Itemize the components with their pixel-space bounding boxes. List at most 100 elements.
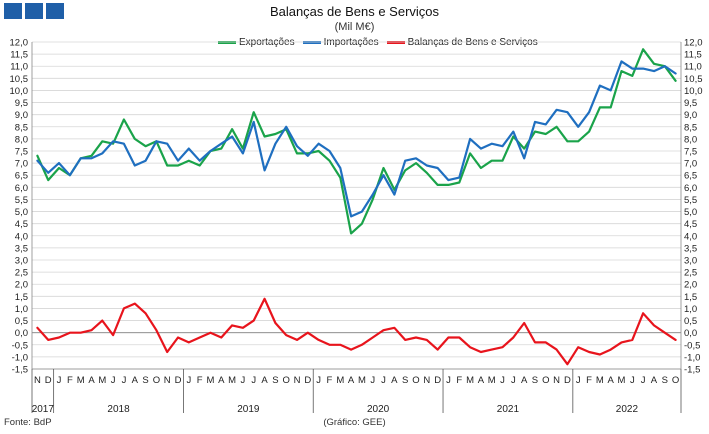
gee-logo [4, 3, 64, 19]
chart-subtitle: (Mil M€) [334, 21, 375, 33]
x-tick-label-month: N [294, 375, 301, 386]
y-tick-label-left: 10,0 [10, 86, 29, 97]
y-tick-label-right: 9,5 [684, 98, 697, 109]
credit-note: (Gráfico: GEE) [323, 417, 386, 428]
y-tick-label-left: 4,5 [15, 219, 28, 230]
y-tick-label-left: -0,5 [12, 340, 28, 351]
legend-item-balanca: Balanças de Bens e Serviços [386, 37, 538, 48]
x-tick-label-month: F [586, 375, 592, 386]
legend-label: Exportações [239, 37, 295, 48]
x-tick-label-month: A [608, 375, 615, 386]
x-tick-label-month: D [175, 375, 182, 386]
y-tick-label-right: 8,0 [684, 134, 697, 145]
x-tick-label-month: F [456, 375, 462, 386]
y-tick-label-right: 10,0 [684, 86, 703, 97]
y-tick-label-left: 7,5 [15, 147, 28, 158]
x-tick-label-month: D [564, 375, 571, 386]
y-tick-label-right: 12,0 [684, 38, 703, 49]
y-tick-label-right: 3,0 [684, 256, 697, 267]
y-tick-label-right: 11,0 [684, 62, 702, 73]
x-tick-label-year: 2017 [32, 404, 55, 415]
x-tick-label-month: A [651, 375, 658, 386]
y-tick-label-right: 2,5 [684, 268, 697, 279]
x-tick-label-month: N [423, 375, 430, 386]
x-tick-label-month: A [391, 375, 398, 386]
x-tick-label-month: S [402, 375, 408, 386]
x-tick-label-month: A [88, 375, 95, 386]
y-tick-label-left: 0,0 [15, 328, 28, 339]
x-tick-label-month: D [434, 375, 441, 386]
x-tick-label-month: D [304, 375, 311, 386]
series-line-balanca [36, 297, 677, 366]
y-tick-label-right: 3,5 [684, 243, 697, 254]
y-tick-label-left: 5,0 [15, 207, 28, 218]
x-tick-label-month: M [98, 375, 106, 386]
logo-block [25, 3, 43, 19]
y-tick-label-left: 3,5 [15, 243, 28, 254]
y-tick-label-right: 1,0 [684, 304, 697, 315]
x-tick-label-month: M [336, 375, 344, 386]
x-tick-label-month: S [662, 375, 668, 386]
y-tick-label-right: 5,5 [684, 195, 697, 206]
y-tick-label-right: 0,5 [684, 316, 697, 327]
legend-swatch [386, 41, 405, 44]
y-tick-label-left: 1,0 [15, 304, 28, 315]
y-tick-label-right: 0,0 [684, 328, 697, 339]
x-tick-label-year: 2020 [367, 404, 390, 415]
x-tick-label-month: J [57, 375, 62, 386]
x-tick-label-month: F [67, 375, 73, 386]
y-tick-label-left: -1,5 [12, 365, 28, 376]
y-tick-label-right: 7,0 [684, 159, 697, 170]
y-tick-label-right: 7,5 [684, 147, 697, 158]
y-tick-label-left: -1,0 [12, 352, 28, 363]
y-tick-label-left: 2,5 [15, 268, 28, 279]
x-tick-label-month: M [228, 375, 236, 386]
x-tick-label-year: 2018 [107, 404, 130, 415]
x-tick-label-month: O [153, 375, 160, 386]
x-tick-label-month: A [478, 375, 485, 386]
x-tick-label-month: J [511, 375, 516, 386]
x-tick-label-month: J [641, 375, 646, 386]
y-tick-label-left: 12,0 [10, 38, 29, 49]
y-tick-label-left: 7,0 [15, 159, 28, 170]
x-tick-label-month: O [412, 375, 419, 386]
x-tick-label-month: J [381, 375, 386, 386]
y-tick-label-right: 1,5 [684, 292, 697, 303]
y-tick-label-left: 5,5 [15, 195, 28, 206]
y-tick-label-right: 10,5 [684, 74, 703, 85]
logo-block [4, 3, 22, 19]
x-tick-label-month: M [618, 375, 626, 386]
legend-label: Balanças de Bens e Serviços [407, 37, 538, 48]
y-tick-label-left: 10,5 [10, 74, 29, 85]
y-tick-label-right: 6,0 [684, 183, 697, 194]
series-line-importacoes [36, 60, 677, 218]
x-tick-label-month: O [672, 375, 679, 386]
x-tick-label-month: O [282, 375, 289, 386]
x-tick-label-month: J [122, 375, 127, 386]
y-tick-label-left: 8,5 [15, 122, 28, 133]
chart-title: Balanças de Bens e Serviços [269, 4, 440, 19]
x-tick-label-month: J [630, 375, 635, 386]
x-tick-label-month: N [164, 375, 171, 386]
x-tick-label-month: A [132, 375, 139, 386]
x-tick-label-month: M [596, 375, 604, 386]
legend-swatch [302, 41, 321, 44]
y-tick-label-left: 6,5 [15, 171, 28, 182]
source-note: Fonte: BdP [4, 417, 52, 428]
y-tick-label-left: 1,5 [15, 292, 28, 303]
y-tick-label-left: 9,0 [15, 110, 28, 121]
x-tick-label-month: J [446, 375, 451, 386]
x-tick-label-month: A [348, 375, 355, 386]
x-tick-label-year: 2022 [616, 404, 639, 415]
x-tick-label-month: J [500, 375, 505, 386]
y-tick-label-left: 4,0 [15, 231, 28, 242]
y-tick-label-left: 2,0 [15, 280, 28, 291]
legend-item-importacoes: Importações [302, 37, 379, 48]
x-tick-label-month: F [197, 375, 203, 386]
y-tick-label-right: 6,5 [684, 171, 697, 182]
y-tick-label-right: 5,0 [684, 207, 697, 218]
x-tick-label-month: J [186, 375, 191, 386]
x-tick-label-month: J [370, 375, 375, 386]
x-tick-label-month: S [532, 375, 538, 386]
y-tick-label-right: -1,5 [684, 365, 700, 376]
